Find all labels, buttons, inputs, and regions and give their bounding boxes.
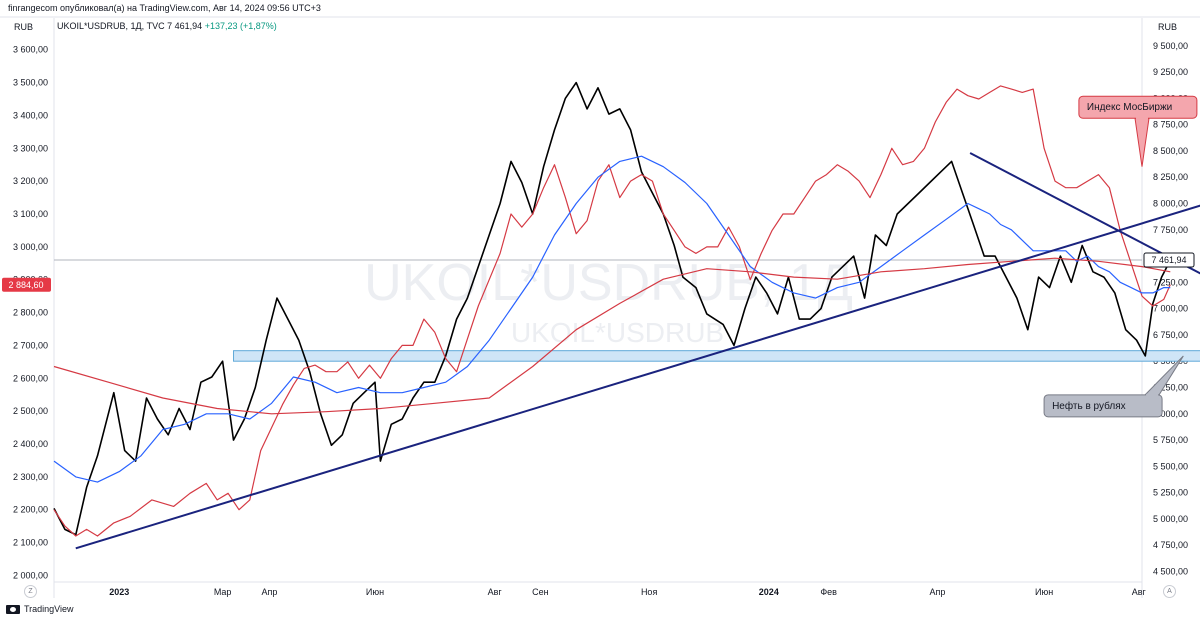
left-tick-label: 2 400,00 [13,439,48,449]
time-axis-label: Авг [488,587,503,597]
right-tick-label: 9 500,00 [1153,41,1188,51]
top-bar: finrangecom опубликовал(а) на TradingVie… [0,0,1200,16]
support-zone [233,350,1200,362]
oil-rub-line [53,81,1172,536]
moving-average-red-line [53,257,1171,415]
left-tick-label: 2 200,00 [13,505,48,515]
chart-watermark: UKOIL*USDRUB, 1Д [364,254,853,312]
auto-scale-button[interactable]: A [1163,585,1176,598]
right-axis-unit: RUB [1158,22,1177,32]
left-tick-label: 2 600,00 [13,373,48,383]
time-axis-label: Фев [820,587,837,597]
callout-text: Нефть в рублях [1052,400,1126,412]
right-tick-label: 7 000,00 [1153,304,1188,314]
left-tick-label: 3 600,00 [13,45,48,55]
right-price-label: 7 461,94 [1151,255,1186,265]
left-tick-label: 2 300,00 [13,472,48,482]
left-tick-label: 3 200,00 [13,176,48,186]
right-tick-label: 9 250,00 [1153,67,1188,77]
left-tick-label: 2 800,00 [13,308,48,318]
symbol-legend[interactable]: UKOIL*USDRUB, 1Д, TVC 7 461,94 +137,23 (… [57,21,277,31]
time-axis-label: Июн [366,587,384,597]
left-tick-label: 2 500,00 [13,406,48,416]
time-axis-label: 2024 [759,587,779,597]
callout-pointer [1134,117,1150,167]
callout-box [1043,394,1163,418]
left-tick-label: 3 000,00 [13,242,48,252]
left-scale-button[interactable]: Z [24,585,37,598]
right-tick-label: 8 750,00 [1153,120,1188,130]
symbol-name: UKOIL*USDRUB, 1Д, TVC [57,21,165,31]
right-tick-label: 4 750,00 [1153,540,1188,550]
oil-rub-callout: Нефть в рублях [1043,355,1184,418]
left-tick-label: 3 500,00 [13,78,48,88]
right-tick-label: 8 500,00 [1153,146,1188,156]
tradingview-brand[interactable]: TradingView [6,604,74,614]
symbol-change: +137,23 (+1,87%) [204,21,277,31]
published-info: finrangecom опубликовал(а) на TradingVie… [8,3,321,13]
left-axis-unit: RUB [14,22,33,32]
right-tick-label: 5 250,00 [1153,488,1188,498]
right-tick-label: 6 750,00 [1153,330,1188,340]
chart-watermark-small: UKOIL*USDRUB [511,317,724,348]
left-price-label: 2 884,60 [8,280,43,290]
right-tick-label: 6 250,00 [1153,382,1188,392]
time-axis-label: Сен [532,587,549,597]
callout-text: Индекс МосБиржи [1087,102,1172,113]
left-tick-label: 3 300,00 [13,143,48,153]
right-tick-label: 5 000,00 [1153,514,1188,524]
left-tick-label: 2 700,00 [13,340,48,350]
brand-label: TradingView [24,604,74,614]
right-tick-label: 7 250,00 [1153,277,1188,287]
right-tick-label: 4 500,00 [1153,566,1188,576]
ascending-trendline [75,204,1200,550]
time-axis-label: Апр [261,587,277,597]
time-axis-label: Апр [930,587,946,597]
right-tick-label: 8 000,00 [1153,198,1188,208]
symbol-price: 7 461,94 [167,21,203,31]
time-axis-label: Авг [1132,587,1147,597]
time-axis-label: Июн [1035,587,1053,597]
left-tick-label: 2 000,00 [13,570,48,580]
moex-index-line [53,85,1171,537]
right-tick-label: 5 500,00 [1153,461,1188,471]
right-tick-label: 8 250,00 [1153,172,1188,182]
left-tick-label: 2 100,00 [13,538,48,548]
right-tick-label: 5 750,00 [1153,435,1188,445]
right-tick-label: 7 750,00 [1153,225,1188,235]
right-tick-label: 6 000,00 [1153,409,1188,419]
left-price-badge [2,277,51,292]
moex-index-callout: Индекс МосБиржи [1078,95,1198,167]
right-price-badge [1143,252,1195,268]
left-tick-label: 3 100,00 [13,209,48,219]
time-axis-label: 2023 [109,587,129,597]
tradingview-logo-icon [6,604,20,614]
left-tick-label: 3 400,00 [13,110,48,120]
time-axis-label: Ноя [641,587,658,597]
time-axis-label: Мар [214,587,232,597]
moving-average-blue-line [53,155,1171,483]
